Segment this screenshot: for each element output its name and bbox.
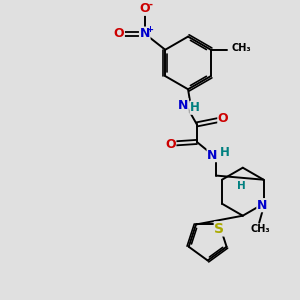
Text: -: -	[148, 0, 152, 9]
Text: H: H	[190, 101, 200, 114]
Text: O: O	[114, 27, 124, 40]
Text: N: N	[257, 199, 267, 212]
Text: N: N	[207, 148, 218, 162]
Text: CH₃: CH₃	[251, 224, 271, 234]
Text: S: S	[214, 222, 224, 236]
Text: H: H	[220, 146, 230, 159]
Text: N: N	[178, 99, 188, 112]
Text: O: O	[165, 138, 176, 152]
Text: N: N	[140, 27, 150, 40]
Text: H: H	[237, 182, 246, 191]
Text: CH₃: CH₃	[232, 43, 252, 53]
Text: +: +	[146, 25, 153, 34]
Text: O: O	[140, 2, 150, 15]
Text: O: O	[218, 112, 229, 125]
